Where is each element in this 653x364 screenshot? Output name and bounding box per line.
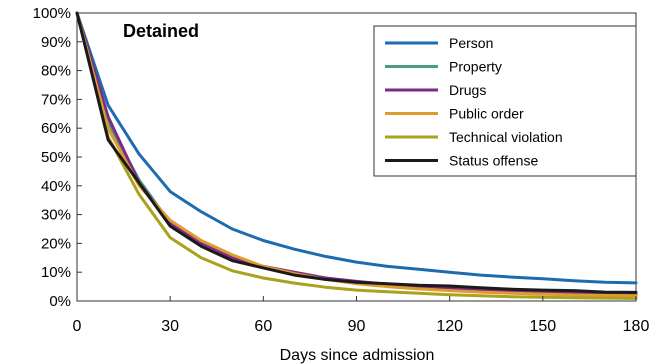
series-line-person [75,11,638,285]
y-tick-label: 10% [41,264,71,281]
series-line-status-offense [75,11,638,294]
legend-box [373,25,637,177]
y-tick-label: 0% [49,293,71,310]
legend-label-person: Person [449,35,493,51]
x-tick-label: 150 [529,318,556,335]
x-tick-label: 120 [436,318,463,335]
y-tick-label: 70% [41,91,71,108]
x-axis: 0 30 60 90 120 150 180 [73,296,650,335]
legend-label-drugs: Drugs [449,82,486,98]
x-tick-label: 0 [73,318,82,335]
legend-label-property: Property [449,59,502,75]
y-tick-label: 40% [41,178,71,195]
y-tick-label: 90% [41,34,71,51]
y-tick-label: 60% [41,120,71,137]
legend-label-public-order: Public order [449,106,524,122]
y-tick-label: 80% [41,63,71,80]
x-tick-label: 60 [254,318,272,335]
legend-label-technical-violation: Technical violation [449,129,563,145]
x-tick-label: 90 [348,318,366,335]
legend-label-status-offense: Status offense [449,153,538,169]
y-tick-label: 100% [33,5,71,22]
y-tick-label: 30% [41,207,71,224]
y-axis: 0% 10% 20% 30% 40% 50% 60% 70% 80% 90% 100% [33,5,82,310]
y-tick-label: 20% [41,235,71,252]
x-axis-label: Days since admission [280,347,435,364]
chart-title: Detained [123,21,199,41]
x-tick-label: 30 [161,318,179,335]
legend: Person Property Drugs Public order Technical… [373,25,637,177]
y-tick-label: 50% [41,149,71,166]
x-tick-label: 180 [623,318,650,335]
